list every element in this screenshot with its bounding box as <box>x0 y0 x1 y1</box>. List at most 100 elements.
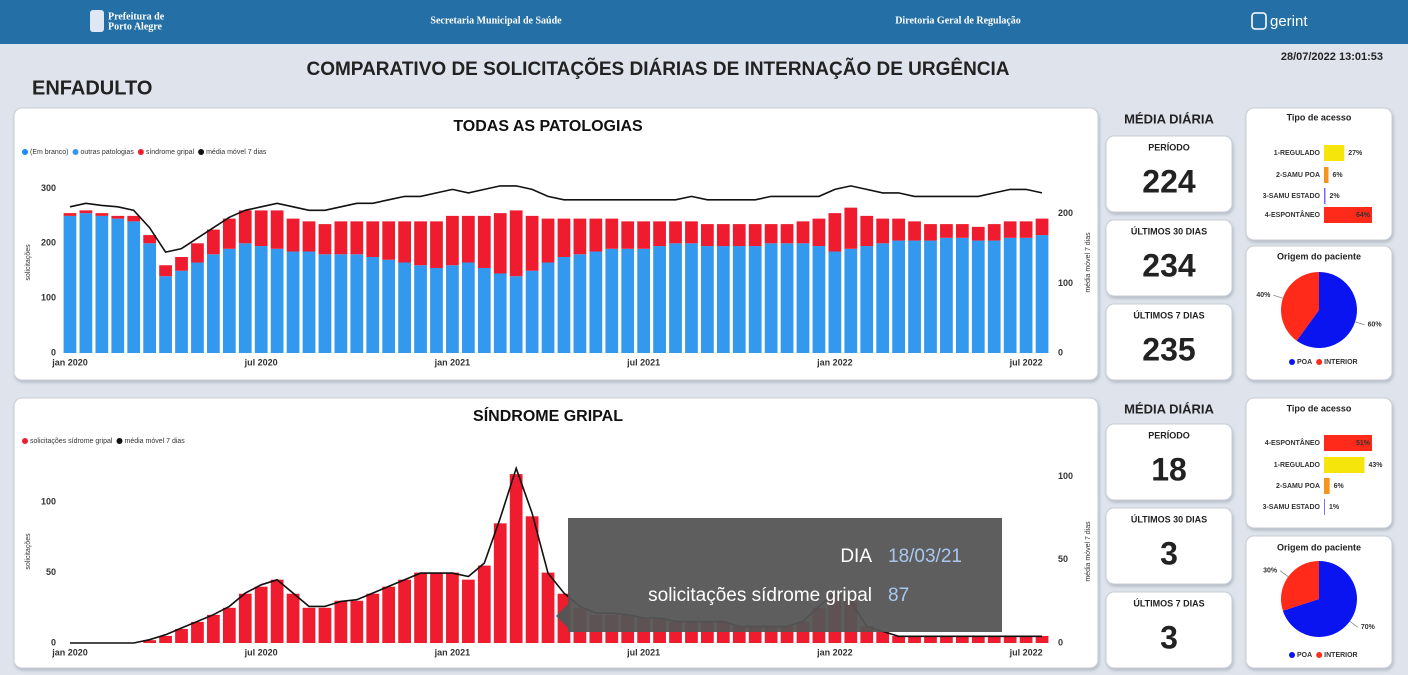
legend-label: POA <box>1297 359 1312 366</box>
y2-tick-label: 50 <box>1058 554 1068 564</box>
legend-label: outras patologias <box>81 149 135 156</box>
bar <box>1324 478 1330 494</box>
tooltip-label: solicitações sídrome gripal <box>648 585 872 606</box>
bar-segment <box>414 265 427 353</box>
kpi-heading: MÉDIA DIÁRIA <box>1124 401 1214 416</box>
bar-segment <box>414 221 427 266</box>
bar-segment <box>175 628 188 643</box>
bar-segment <box>95 215 109 353</box>
bar-segment <box>254 210 268 247</box>
y-axis-title: solicitações <box>25 244 32 281</box>
x-tick-label: jul 2021 <box>626 647 660 657</box>
bar-segment <box>222 218 236 249</box>
x-tick-label: jan 2021 <box>434 357 471 367</box>
bar-segment <box>143 243 157 353</box>
legend-marker <box>22 149 28 155</box>
bar-segment <box>955 635 969 643</box>
bar-segment <box>382 586 396 643</box>
chart-title: Origem do paciente <box>1277 542 1361 552</box>
bar-segment <box>254 246 268 353</box>
bar-segment <box>796 221 810 244</box>
diretoria: Diretoria Geral de Regulação <box>895 15 1021 26</box>
category-label: 3-SAMU ESTADO <box>1263 193 1321 200</box>
legend-marker <box>137 149 144 155</box>
bar-segment <box>461 579 475 643</box>
bar-segment <box>477 565 491 643</box>
bar-segment <box>302 251 316 353</box>
bar-segment <box>63 215 77 353</box>
legend-marker <box>22 438 28 444</box>
kpi-value: 234 <box>1142 247 1196 283</box>
bar-segment <box>955 224 969 238</box>
bar-segment <box>191 262 204 353</box>
bar-segment <box>159 635 172 643</box>
unit-name: ENFADULTO <box>32 77 152 99</box>
bar-segment <box>812 246 826 353</box>
bar-segment <box>653 221 666 247</box>
kpi-label: PERÍODO <box>1148 430 1190 440</box>
bar-segment <box>430 267 443 353</box>
bar-segment <box>493 273 507 353</box>
bar-segment <box>446 572 459 643</box>
bar-segment <box>685 243 698 353</box>
bar-segment <box>732 224 746 247</box>
bar-segment <box>127 221 141 353</box>
bar-segment <box>557 218 571 258</box>
brand-icon <box>1251 12 1267 30</box>
bar-segment <box>286 251 300 353</box>
legend-label: INTERIOR <box>1324 359 1357 366</box>
bar-segment <box>63 213 77 216</box>
bar-segment <box>812 218 826 247</box>
bar-segment <box>987 635 1001 643</box>
bar-segment <box>605 218 619 249</box>
y2-tick-label: 0 <box>1058 347 1063 357</box>
bar <box>1324 457 1365 473</box>
bar-segment <box>1035 635 1049 643</box>
bar-segment <box>525 270 539 353</box>
pie-slice <box>1296 272 1357 348</box>
bar-segment <box>621 221 635 249</box>
bar-segment <box>1003 221 1017 238</box>
bar-segment <box>111 218 125 353</box>
bar-segment <box>557 257 571 353</box>
bar <box>1324 499 1325 515</box>
bar-segment <box>350 221 364 255</box>
legend-label: média móvel 7 dias <box>206 149 267 156</box>
bar-segment <box>509 276 523 353</box>
line <box>69 185 1043 253</box>
bar-segment <box>541 572 555 643</box>
bar-segment <box>732 246 746 353</box>
bar-segment <box>876 243 890 353</box>
category-label: 4-ESPONTÂNEO <box>1265 438 1321 447</box>
bar-segment <box>398 221 411 263</box>
category-label: 3-SAMU ESTADO <box>1263 504 1321 511</box>
bar-segment <box>987 224 1001 241</box>
bar-segment <box>111 215 125 219</box>
bar-segment <box>940 237 953 353</box>
bar-segment <box>987 240 1001 353</box>
bar-segment <box>780 243 794 353</box>
secretaria: Secretaria Municipal de Saúde <box>430 15 562 26</box>
bar-segment <box>924 635 937 643</box>
x-tick-label: jan 2020 <box>51 357 88 367</box>
legend-marker <box>1289 652 1295 658</box>
bar-segment <box>238 243 252 353</box>
category-label: 1-REGULADO <box>1274 462 1321 469</box>
value-label: 60% <box>1368 322 1383 329</box>
bar-segment <box>302 607 316 643</box>
chart-title: SÍNDROME GRIPAL <box>473 406 623 425</box>
y2-axis-title: média móvel 7 dias <box>1085 521 1092 582</box>
value-label: 70% <box>1361 624 1376 631</box>
value-label: 6% <box>1334 483 1345 490</box>
bar-segment <box>159 276 172 353</box>
bar-segment <box>238 593 252 643</box>
bar-segment <box>525 215 539 271</box>
bar-segment <box>430 572 443 643</box>
bar-segment <box>1019 635 1033 643</box>
bar-segment <box>79 213 93 353</box>
bar-segment <box>382 259 396 353</box>
bar-segment <box>207 229 220 255</box>
bar-segment <box>222 607 236 643</box>
category-label: 4-ESPONTÂNEO <box>1265 210 1321 219</box>
bar-segment <box>924 224 937 241</box>
